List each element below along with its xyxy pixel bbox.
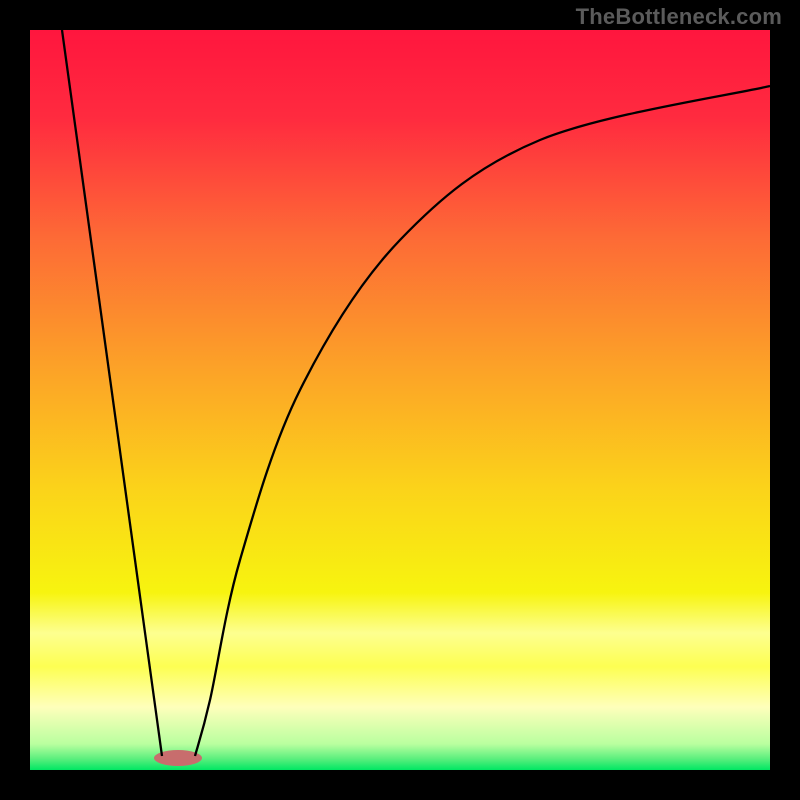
gradient-panel [30, 30, 770, 770]
chart-svg [0, 0, 800, 800]
chart-frame: TheBottleneck.com [0, 0, 800, 800]
watermark-text: TheBottleneck.com [576, 4, 782, 30]
